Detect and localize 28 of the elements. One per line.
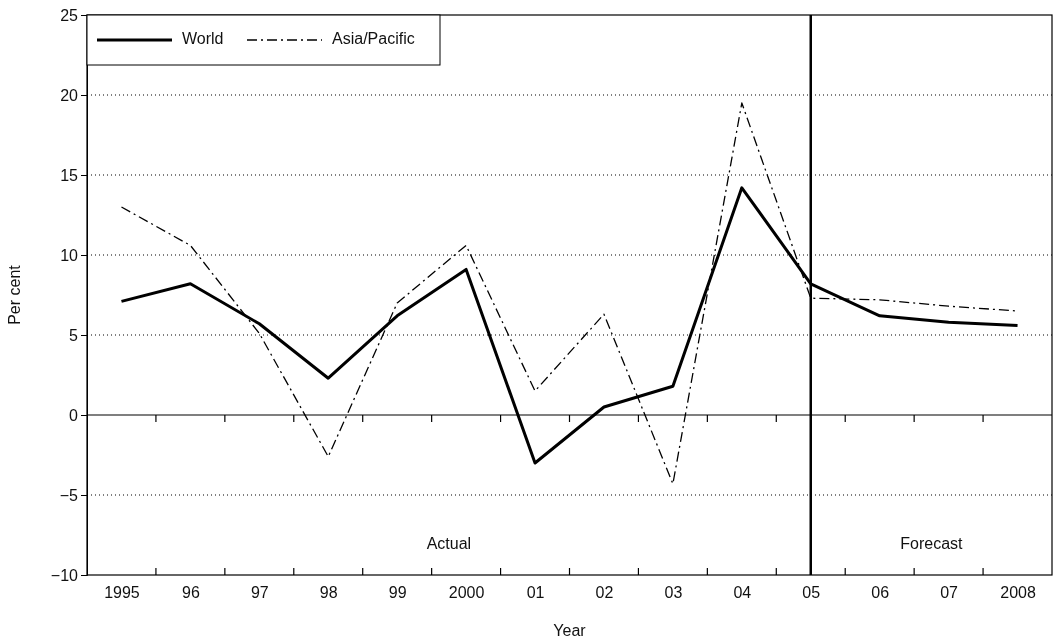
x-tick-label: 04 [733, 584, 752, 602]
x-tick-label: 2000 [448, 584, 485, 602]
x-tick-label: 05 [802, 584, 821, 602]
y-tick-label: −10 [50, 566, 79, 584]
y-axis-title: Per cent [6, 264, 23, 325]
x-tick-label: 97 [250, 584, 269, 602]
x-tick-label: 99 [388, 584, 407, 602]
y-tick-label: −5 [59, 486, 79, 504]
x-tick-label: 07 [940, 584, 959, 602]
legend-label: World [182, 30, 224, 48]
x-tick-label: 96 [181, 584, 200, 602]
x-tick-label: 03 [664, 584, 683, 602]
annotation: Actual [426, 535, 472, 553]
x-tick-label: 02 [595, 584, 614, 602]
x-tick-label: 1995 [104, 584, 140, 602]
y-tick-label: 20 [60, 86, 79, 104]
x-axis-title: Year [553, 622, 587, 639]
y-tick-label: 10 [60, 246, 79, 264]
annotation: Forecast [900, 535, 964, 553]
x-tick-label: 06 [871, 584, 890, 602]
y-tick-label: 5 [69, 326, 79, 344]
x-tick-label: 01 [526, 584, 545, 602]
legend-label: Asia/Pacific [332, 30, 415, 48]
y-tick-label: 15 [60, 166, 79, 184]
y-tick-label: 0 [69, 406, 79, 424]
y-tick-label: 25 [60, 6, 79, 24]
x-tick-label: 2008 [1000, 584, 1036, 602]
x-tick-label: 98 [319, 584, 338, 602]
